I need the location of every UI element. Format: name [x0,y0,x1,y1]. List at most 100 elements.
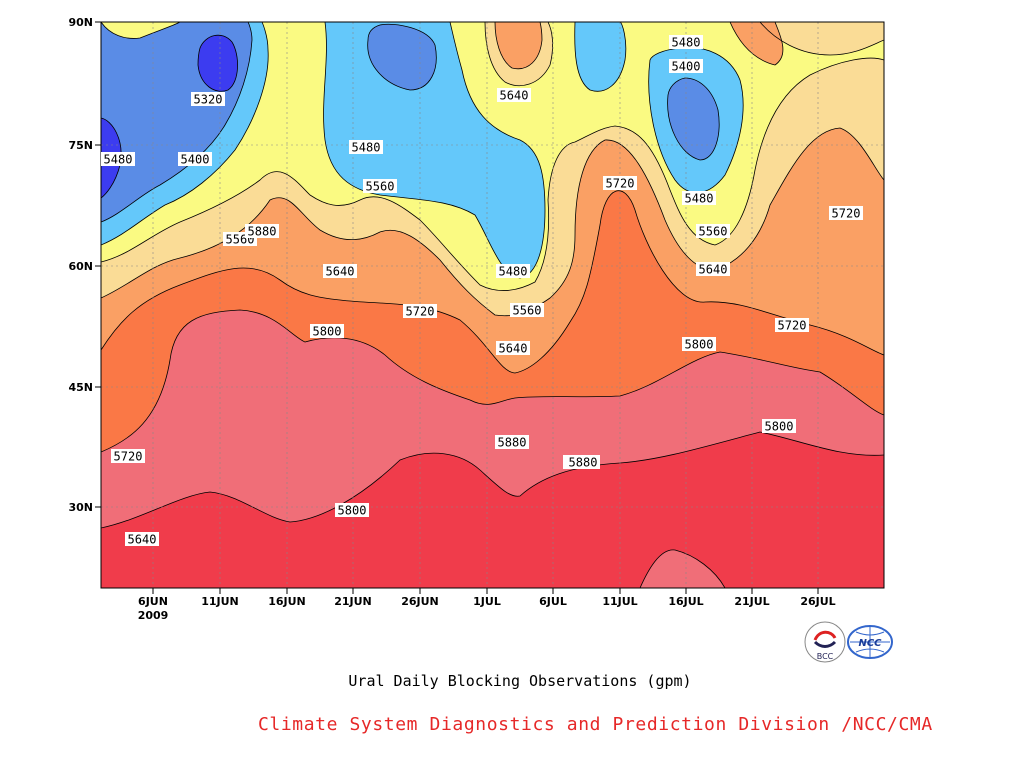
contour-label-background [178,152,212,166]
contour-label-background [497,88,531,102]
contour-label-background [510,303,544,317]
contour-line-top-c [759,22,884,56]
contour-label-background [403,304,437,318]
contour-label-background [496,264,530,278]
x-tick-label: 21JUN [334,595,372,608]
contour-label-text: 5560 [699,225,728,239]
contour-label-background [349,140,383,154]
contour-label-background [111,449,145,463]
contour-label-text: 5640 [699,263,728,277]
contour-label: 5560 [696,224,730,239]
contour-label-text: 5480 [685,192,714,206]
contour-label: 5640 [125,532,159,547]
band-5480-top [101,22,180,39]
contour-label: 5480 [669,35,703,50]
contour-label: 5640 [323,264,357,279]
contour-label-background [829,206,863,220]
contour-label-text: 5560 [513,304,542,318]
contour-label-text: 5880 [248,225,277,239]
contour-label-text: 5880 [569,456,598,470]
contour-label: 5720 [403,304,437,319]
contour-label-background [191,92,225,106]
contour-label: 5880 [566,455,600,470]
contour-label-text: 5400 [181,153,210,167]
contour-label-background [669,35,703,49]
contour-label: 5560 [363,179,397,194]
contour-label-background [696,224,730,238]
contour-line-5560 [101,57,884,291]
contour-label-text: 5720 [114,450,143,464]
contour-line-5400-b [367,23,437,91]
contour-label-background [762,419,796,433]
bcc-logo: BCC [804,621,846,663]
contour-label: 5880 [245,224,279,239]
contour-label: 5720 [111,449,145,464]
band-5320-c [667,78,720,160]
contour-label-background [363,179,397,193]
x-tick-label: 26JUL [800,595,835,608]
contour-label-text: 5640 [326,265,355,279]
band-5400-b [323,22,545,278]
contour-label: 5640 [496,341,530,356]
contour-line-5800 [101,309,884,453]
contour-label-background [775,318,809,332]
contour-label-text: 5880 [498,436,527,450]
contour-label-background [245,224,279,238]
ncc-logo-text: NCC [858,638,882,649]
contour-label-text: 5480 [499,265,528,279]
contour-fill [101,22,884,588]
contour-line-5480-a [101,22,269,246]
contour-label-text: 5640 [500,89,529,103]
contour-label: 5480 [496,264,530,279]
plot-frame [100,21,885,589]
x-tick-label: 16JUL [668,595,703,608]
contour-label-text: 5640 [499,342,528,356]
band-5640-top [495,22,542,69]
contour-label-text: 5480 [104,153,133,167]
contour-line-5640 [101,127,884,317]
contour-label: 5800 [762,419,796,434]
contour-label-text: 5800 [765,420,794,434]
y-tick-label: 60N [68,260,93,273]
band-5560-topright [760,22,884,55]
contour-label-background [101,152,135,166]
contour-label-text: 5720 [778,319,807,333]
y-tick-label: 75N [68,139,93,152]
ncc-logo: NCC [847,625,893,659]
contour-line-top-b [494,22,543,70]
contour-line-5880-patch [639,549,726,588]
contour-label-background [682,337,716,351]
contour-label: 5400 [178,152,212,167]
contour-label-text: 5800 [685,338,714,352]
contour-line-5400-c [667,77,720,161]
contour-line-5400-a [101,22,253,223]
contour-label: 5320 [191,92,225,107]
y-tick-label: 30N [68,501,93,514]
contour-labels: 5320 5400 5480 5560 5640 5720 5800 5880 5480 5560… [101,35,863,547]
contour-label: 5400 [669,59,703,74]
contour-label-text: 5720 [606,177,635,191]
contour-line-top-e [101,22,181,39]
contour-line-5880 [101,431,884,529]
contour-label-background [323,264,357,278]
contour-label-background [495,435,529,449]
x-tick-label: 21JUL [734,595,769,608]
contour-label-text: 5400 [672,60,701,74]
x-tick-label: 16JUN [268,595,306,608]
y-tick-label: 90N [68,16,93,29]
contour-label-background [310,324,344,338]
contour-label: 5720 [829,206,863,221]
contour-label-text: 5800 [338,504,367,518]
x-tick-label: 1JUL [473,595,501,608]
contour-label-background [682,191,716,205]
contour-label-text: 5480 [672,36,701,50]
contour-label-text: 5640 [128,533,157,547]
contour-label: 5800 [335,503,369,518]
contour-line-top-a [484,22,554,86]
bcc-logo-text: BCC [817,652,834,661]
credit-line: Climate System Diagnostics and Predictio… [258,714,933,735]
contour-label: 5800 [682,337,716,352]
band-5640-topright [730,22,783,65]
contour-line-top-d [729,22,784,66]
